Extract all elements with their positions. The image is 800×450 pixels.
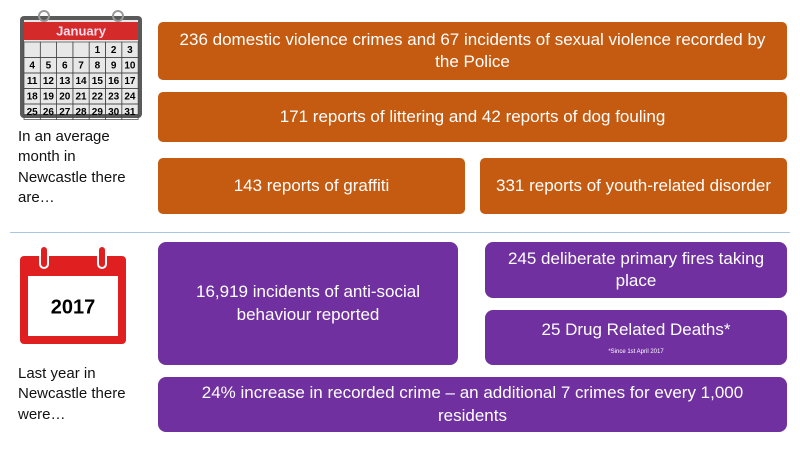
calendar-day: 5 <box>46 61 52 72</box>
year-icon-text: 2017 <box>51 296 96 318</box>
divider <box>10 232 790 233</box>
calendar-day: 8 <box>95 61 101 72</box>
calendar-day: 29 <box>92 107 104 118</box>
stat-box: 143 reports of graffiti <box>158 158 465 214</box>
stat-text: 143 reports of graffiti <box>233 175 390 195</box>
calendar-day: 7 <box>78 61 84 72</box>
calendar-day: 2 <box>111 45 117 56</box>
year-icon-ring <box>39 245 49 269</box>
stat-box: 331 reports of youth-related disorder <box>480 158 787 214</box>
stat-box: 25 Drug Related Deaths* *Since 1st April … <box>485 310 787 365</box>
calendar-day: 25 <box>27 107 39 118</box>
calendar-day: 13 <box>59 76 71 87</box>
calendar-day: 10 <box>124 61 136 72</box>
calendar-day: 16 <box>108 76 120 87</box>
monthly-intro: In an average month in Newcastle there a… <box>18 128 126 206</box>
calendar-day: 1 <box>95 45 101 56</box>
calendar-ring <box>38 10 50 22</box>
stat-text: 25 Drug Related Deaths* <box>541 319 731 339</box>
calendar-day: 31 <box>124 107 136 118</box>
calendar-day: 3 <box>127 45 133 56</box>
stat-text: 24% increase in recorded crime – an addi… <box>201 383 744 425</box>
calendar-day: 15 <box>92 76 104 87</box>
stat-box: 236 domestic violence crimes and 67 inci… <box>158 22 787 80</box>
yearly-intro: Last year in Newcastle there were… <box>18 365 126 423</box>
calendar-day: 17 <box>124 76 136 87</box>
stat-box: 16,919 incidents of anti-social behaviou… <box>158 242 458 365</box>
stat-box: 24% increase in recorded crime – an addi… <box>158 377 787 432</box>
stat-text: 331 reports of youth-related disorder <box>496 175 771 195</box>
calendar-day: 4 <box>29 61 35 72</box>
stat-text: 236 domestic violence crimes and 67 inci… <box>179 29 766 71</box>
calendar-day: 19 <box>43 92 55 103</box>
calendar-day: 21 <box>75 92 87 103</box>
calendar-day: 18 <box>27 92 39 103</box>
calendar-day: 9 <box>111 61 117 72</box>
footnote: *Since 1st April 2017 <box>608 348 664 355</box>
calendar-day: 6 <box>62 61 68 72</box>
stat-box: 245 deliberate primary fires taking plac… <box>485 242 787 298</box>
calendar-day: 30 <box>108 107 120 118</box>
calendar-ring <box>112 10 124 22</box>
calendar-day: 27 <box>59 107 71 118</box>
stat-text: 171 reports of littering and 42 reports … <box>279 106 666 126</box>
calendar-day: 24 <box>124 92 136 103</box>
calendar-day: 11 <box>27 76 38 87</box>
year-icon-ring <box>97 245 107 269</box>
year-icon-page <box>28 276 118 336</box>
stat-text: 245 deliberate primary fires taking plac… <box>507 248 765 290</box>
calendar-header <box>24 22 138 40</box>
calendar-day: 22 <box>92 92 104 103</box>
calendar-day: 26 <box>43 107 55 118</box>
calendar-month: January <box>56 23 107 38</box>
calendar-day: 14 <box>75 76 87 87</box>
calendar-day: 20 <box>59 92 71 103</box>
calendar-cell <box>121 103 139 120</box>
stat-text: 16,919 incidents of anti-social behaviou… <box>196 282 420 324</box>
year-icon: 2017 <box>20 245 126 344</box>
stat-box: 171 reports of littering and 42 reports … <box>158 92 787 142</box>
calendar-day: 12 <box>43 76 55 87</box>
calendar-day: 23 <box>108 92 120 103</box>
calendar-day: 28 <box>75 107 87 118</box>
